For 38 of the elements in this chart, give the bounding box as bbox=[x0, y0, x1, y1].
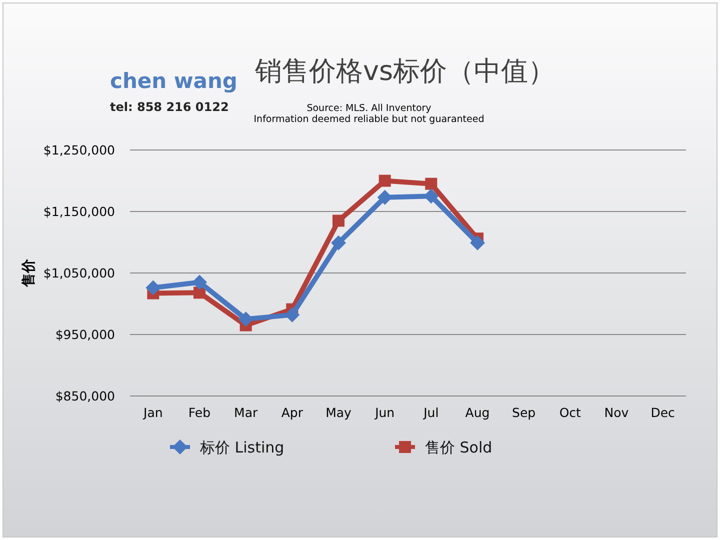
text: chen wang bbox=[110, 69, 238, 93]
legend: 售价 Sold bbox=[395, 438, 492, 456]
source-note: Source: MLS. All Inventory bbox=[306, 103, 432, 114]
legend: 标价 Listing bbox=[170, 438, 284, 456]
y-tick-label: $850,000 bbox=[55, 388, 116, 404]
y-axis-title: 售价 bbox=[21, 258, 37, 288]
point bbox=[331, 235, 346, 250]
x-tick-label: Apr bbox=[281, 405, 304, 420]
point bbox=[238, 312, 254, 327]
y-tick-label: $950,000 bbox=[55, 327, 116, 342]
legend-label: 售价 Sold bbox=[425, 438, 492, 456]
point bbox=[192, 274, 207, 290]
point bbox=[146, 280, 161, 296]
x-tick-label: Mar bbox=[234, 405, 258, 420]
point bbox=[284, 307, 300, 322]
x-tick-label: Sep bbox=[512, 405, 536, 420]
x-tick-label: May bbox=[326, 405, 352, 420]
chart-title: 销售价格vs标价（中值） bbox=[254, 56, 556, 87]
legend-label: 标价 Listing bbox=[199, 438, 284, 456]
y-tick-label: $1,050,000 bbox=[43, 266, 116, 280]
x-tick-label: Jul bbox=[422, 405, 439, 420]
point bbox=[424, 188, 439, 204]
x-tick-label: Nov bbox=[604, 405, 630, 420]
point bbox=[377, 190, 392, 205]
x-tick-label: Oct bbox=[559, 405, 582, 420]
point bbox=[470, 235, 485, 250]
text: Information deemed reliable but not guaranteed bbox=[254, 114, 484, 125]
x-tick-label: Dec bbox=[650, 405, 676, 420]
point bbox=[425, 178, 438, 190]
text: tel: 858 216 0122 bbox=[110, 100, 229, 114]
x-tick-label: Aug bbox=[465, 405, 490, 420]
x-tick-label: Feb bbox=[188, 405, 211, 420]
y-tick-label: $1,250,000 bbox=[43, 142, 116, 158]
point bbox=[332, 214, 344, 227]
x-tick-label: Jun bbox=[374, 405, 395, 420]
point bbox=[378, 174, 391, 187]
x-tick-label: Jan bbox=[142, 405, 163, 420]
y-tick-label: $1,150,000 bbox=[43, 204, 116, 219]
